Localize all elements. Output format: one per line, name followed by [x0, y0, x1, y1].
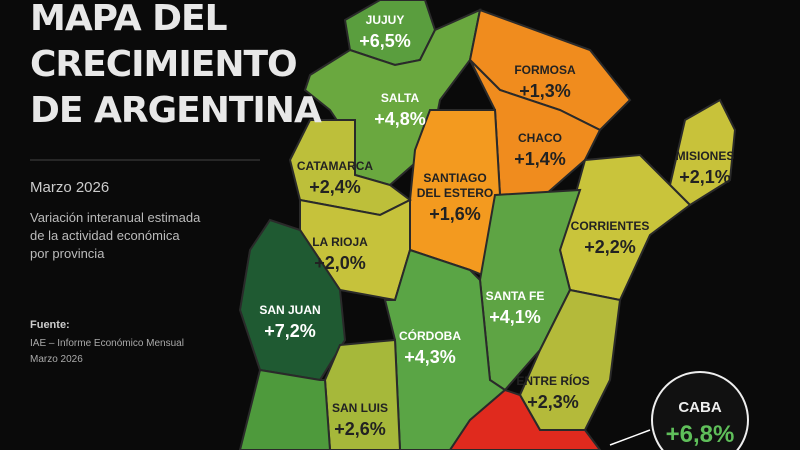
province-value: +4,1%	[489, 307, 541, 327]
province-name: SANTA FE	[486, 289, 545, 303]
callout-line	[609, 429, 651, 446]
title-line: MAPA DEL	[30, 0, 227, 39]
province-value: +2,0%	[314, 253, 366, 273]
province-labels: JUJUY +6,5% SALTA +4,8% FORMOSA +1,3% CHACO +1,…	[259, 13, 734, 439]
callout-value: +6,8%	[666, 421, 735, 448]
title-line: CRECIMIENTO	[30, 44, 297, 85]
province-name: SAN JUAN	[259, 303, 320, 317]
caba-callout: CABA +6,8%	[609, 371, 749, 450]
province-name: ENTRE RÍOS	[516, 373, 589, 388]
province-value: +1,3%	[519, 81, 571, 101]
province-value: +2,1%	[679, 167, 731, 187]
province-name: CATAMARCA	[297, 159, 374, 173]
province-value: +2,4%	[309, 177, 361, 197]
callout-circle	[651, 371, 749, 450]
province-value: +2,3%	[527, 392, 579, 412]
callout-name: CABA	[678, 399, 721, 416]
province-value: +7,2%	[264, 321, 316, 341]
province-shape	[448, 388, 602, 450]
province-name: MISIONES	[676, 149, 735, 163]
description-line: por provincia	[30, 246, 105, 261]
province-name: SALTA	[381, 91, 420, 105]
province-name: LA RIOJA	[312, 235, 368, 249]
province-shape	[238, 218, 347, 382]
source-line: Marzo 2026	[30, 354, 83, 365]
province-value: +2,6%	[334, 419, 386, 439]
province-name: CÓRDOBA	[399, 328, 461, 343]
title-line: DE ARGENTINA	[30, 90, 322, 131]
province-value: +1,4%	[514, 149, 566, 169]
province-value: +1,6%	[429, 204, 481, 224]
description-line: de la actividad económica	[30, 228, 180, 243]
subtitle: Marzo 2026	[30, 179, 109, 196]
province-value: +4,8%	[374, 109, 426, 129]
province-name: CHACO	[518, 131, 562, 145]
province-name: SAN LUIS	[332, 401, 388, 415]
province-value: +6,5%	[359, 31, 411, 51]
province-shape	[323, 338, 402, 450]
source-line: IAE – Informe Económico Mensual	[30, 338, 184, 349]
province-shape	[238, 368, 332, 450]
province-name: CORRIENTES	[571, 219, 650, 233]
province-name: FORMOSA	[514, 63, 576, 77]
map	[238, 0, 737, 450]
source-label: Fuente:	[30, 319, 70, 331]
province-name: JUJUY	[366, 13, 405, 27]
title: MAPA DEL CRECIMIENTO DE ARGENTINA	[30, 0, 323, 131]
province-value: +4,3%	[404, 347, 456, 367]
province-name: SANTIAGO DEL ESTERO	[417, 171, 493, 200]
description-line: Variación interanual estimada	[30, 210, 201, 225]
province-value: +2,2%	[584, 237, 636, 257]
